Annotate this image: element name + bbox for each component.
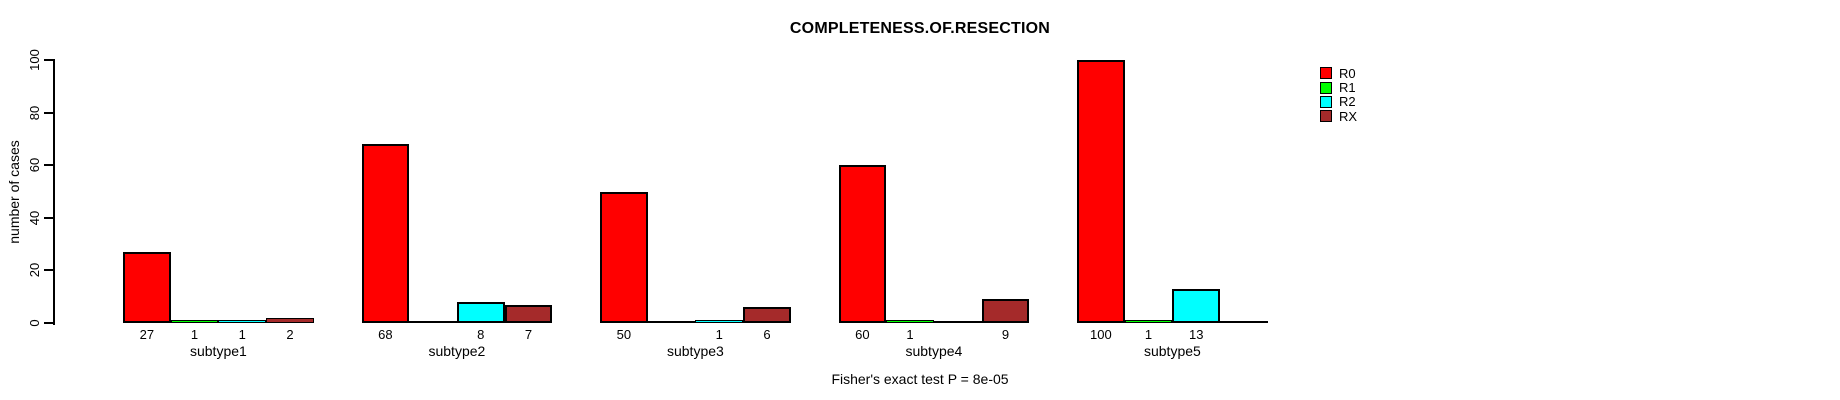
bar-subtype1-R0: [123, 251, 171, 323]
legend-swatch-RX: [1320, 110, 1332, 123]
y-tick-label: 100: [27, 49, 42, 71]
bar-subtype4-R0: [838, 165, 887, 323]
stats-annotation: Fisher's exact test P = 8e-05: [831, 371, 1009, 387]
bar-value-label: 8: [477, 327, 485, 342]
bar-value-label: 9: [1001, 327, 1010, 342]
legend-row-R1: R1: [1320, 80, 1357, 94]
bar-value-label: 1: [715, 327, 723, 342]
bar-value-label: 6: [763, 327, 771, 342]
bar-subtype3-RX: [743, 307, 791, 323]
y-tick-label: 60: [27, 157, 42, 173]
y-tick: [44, 216, 53, 219]
bar-value-label: 7: [524, 327, 533, 342]
bar-subtype5-R2: [1172, 288, 1221, 323]
bar-subtype1-RX: [266, 317, 314, 323]
legend-swatch-R1: [1320, 81, 1332, 94]
bar-subtype5-R0: [1077, 60, 1125, 323]
category-label-subtype4: subtype4: [905, 343, 963, 359]
y-tick-label: 20: [27, 263, 42, 278]
bar-value-label: 1: [190, 327, 199, 342]
bar-value-label: 1: [1144, 327, 1153, 342]
bar-value-label: 60: [855, 327, 870, 342]
bar-subtype3-R0: [600, 191, 648, 323]
bar-subtype5-R1: [1124, 320, 1173, 323]
legend-label: RX: [1339, 108, 1358, 124]
y-tick: [44, 111, 53, 114]
category-label-subtype3: subtype3: [666, 343, 724, 359]
y-tick-label: 80: [27, 105, 42, 120]
bar-value-label: 68: [378, 327, 393, 342]
category-label-subtype5: subtype5: [1143, 343, 1201, 359]
legend-row-R2: R2: [1320, 95, 1357, 109]
category-label-subtype2: subtype2: [428, 343, 486, 359]
y-tick: [44, 59, 53, 61]
y-tick: [44, 269, 53, 272]
y-tick: [44, 322, 53, 324]
y-axis-label: number of cases: [6, 140, 22, 244]
y-tick-label: 40: [27, 210, 42, 226]
bar-subtype2-R1-zero: [409, 321, 457, 323]
legend-swatch-R2: [1320, 95, 1332, 108]
bar-subtype2-RX: [504, 304, 553, 323]
legend: R0 R1 R2 RX: [1320, 66, 1357, 124]
category-label-subtype1: subtype1: [189, 343, 247, 359]
legend-row-RX: RX: [1320, 109, 1357, 123]
y-tick-label: 0: [27, 319, 42, 327]
legend-label: R2: [1339, 94, 1356, 110]
legend-label: R0: [1339, 65, 1356, 81]
bar-value-label: 1: [238, 327, 246, 342]
bar-subtype3-R2: [695, 320, 744, 323]
chart-title: COMPLETENESS.OF.RESECTION: [789, 20, 1051, 37]
bar-value-label: 27: [139, 327, 155, 342]
bar-subtype1-R2: [218, 320, 267, 323]
bar-value-label: 2: [286, 327, 294, 342]
bar-subtype4-R1: [886, 320, 934, 323]
bar-subtype2-R0: [361, 144, 410, 323]
bar-subtype2-R2: [456, 301, 505, 323]
bar-subtype5-RX-zero: [1220, 321, 1268, 323]
y-axis-line: [53, 59, 55, 325]
legend-row-R0: R0: [1320, 66, 1357, 80]
bar-value-label: 50: [616, 327, 632, 342]
legend-label: R1: [1339, 80, 1356, 96]
bar-subtype1-R1: [170, 320, 219, 323]
legend-swatch-R0: [1320, 67, 1332, 80]
bar-value-label: 1: [906, 327, 914, 342]
bar-subtype4-RX: [981, 299, 1030, 323]
bar-subtype3-R1-zero: [647, 321, 696, 323]
bar-value-label: 100: [1089, 327, 1112, 342]
bar-value-label: 13: [1189, 327, 1204, 342]
bar-subtype4-R2-zero: [933, 321, 982, 323]
y-tick: [44, 164, 53, 167]
